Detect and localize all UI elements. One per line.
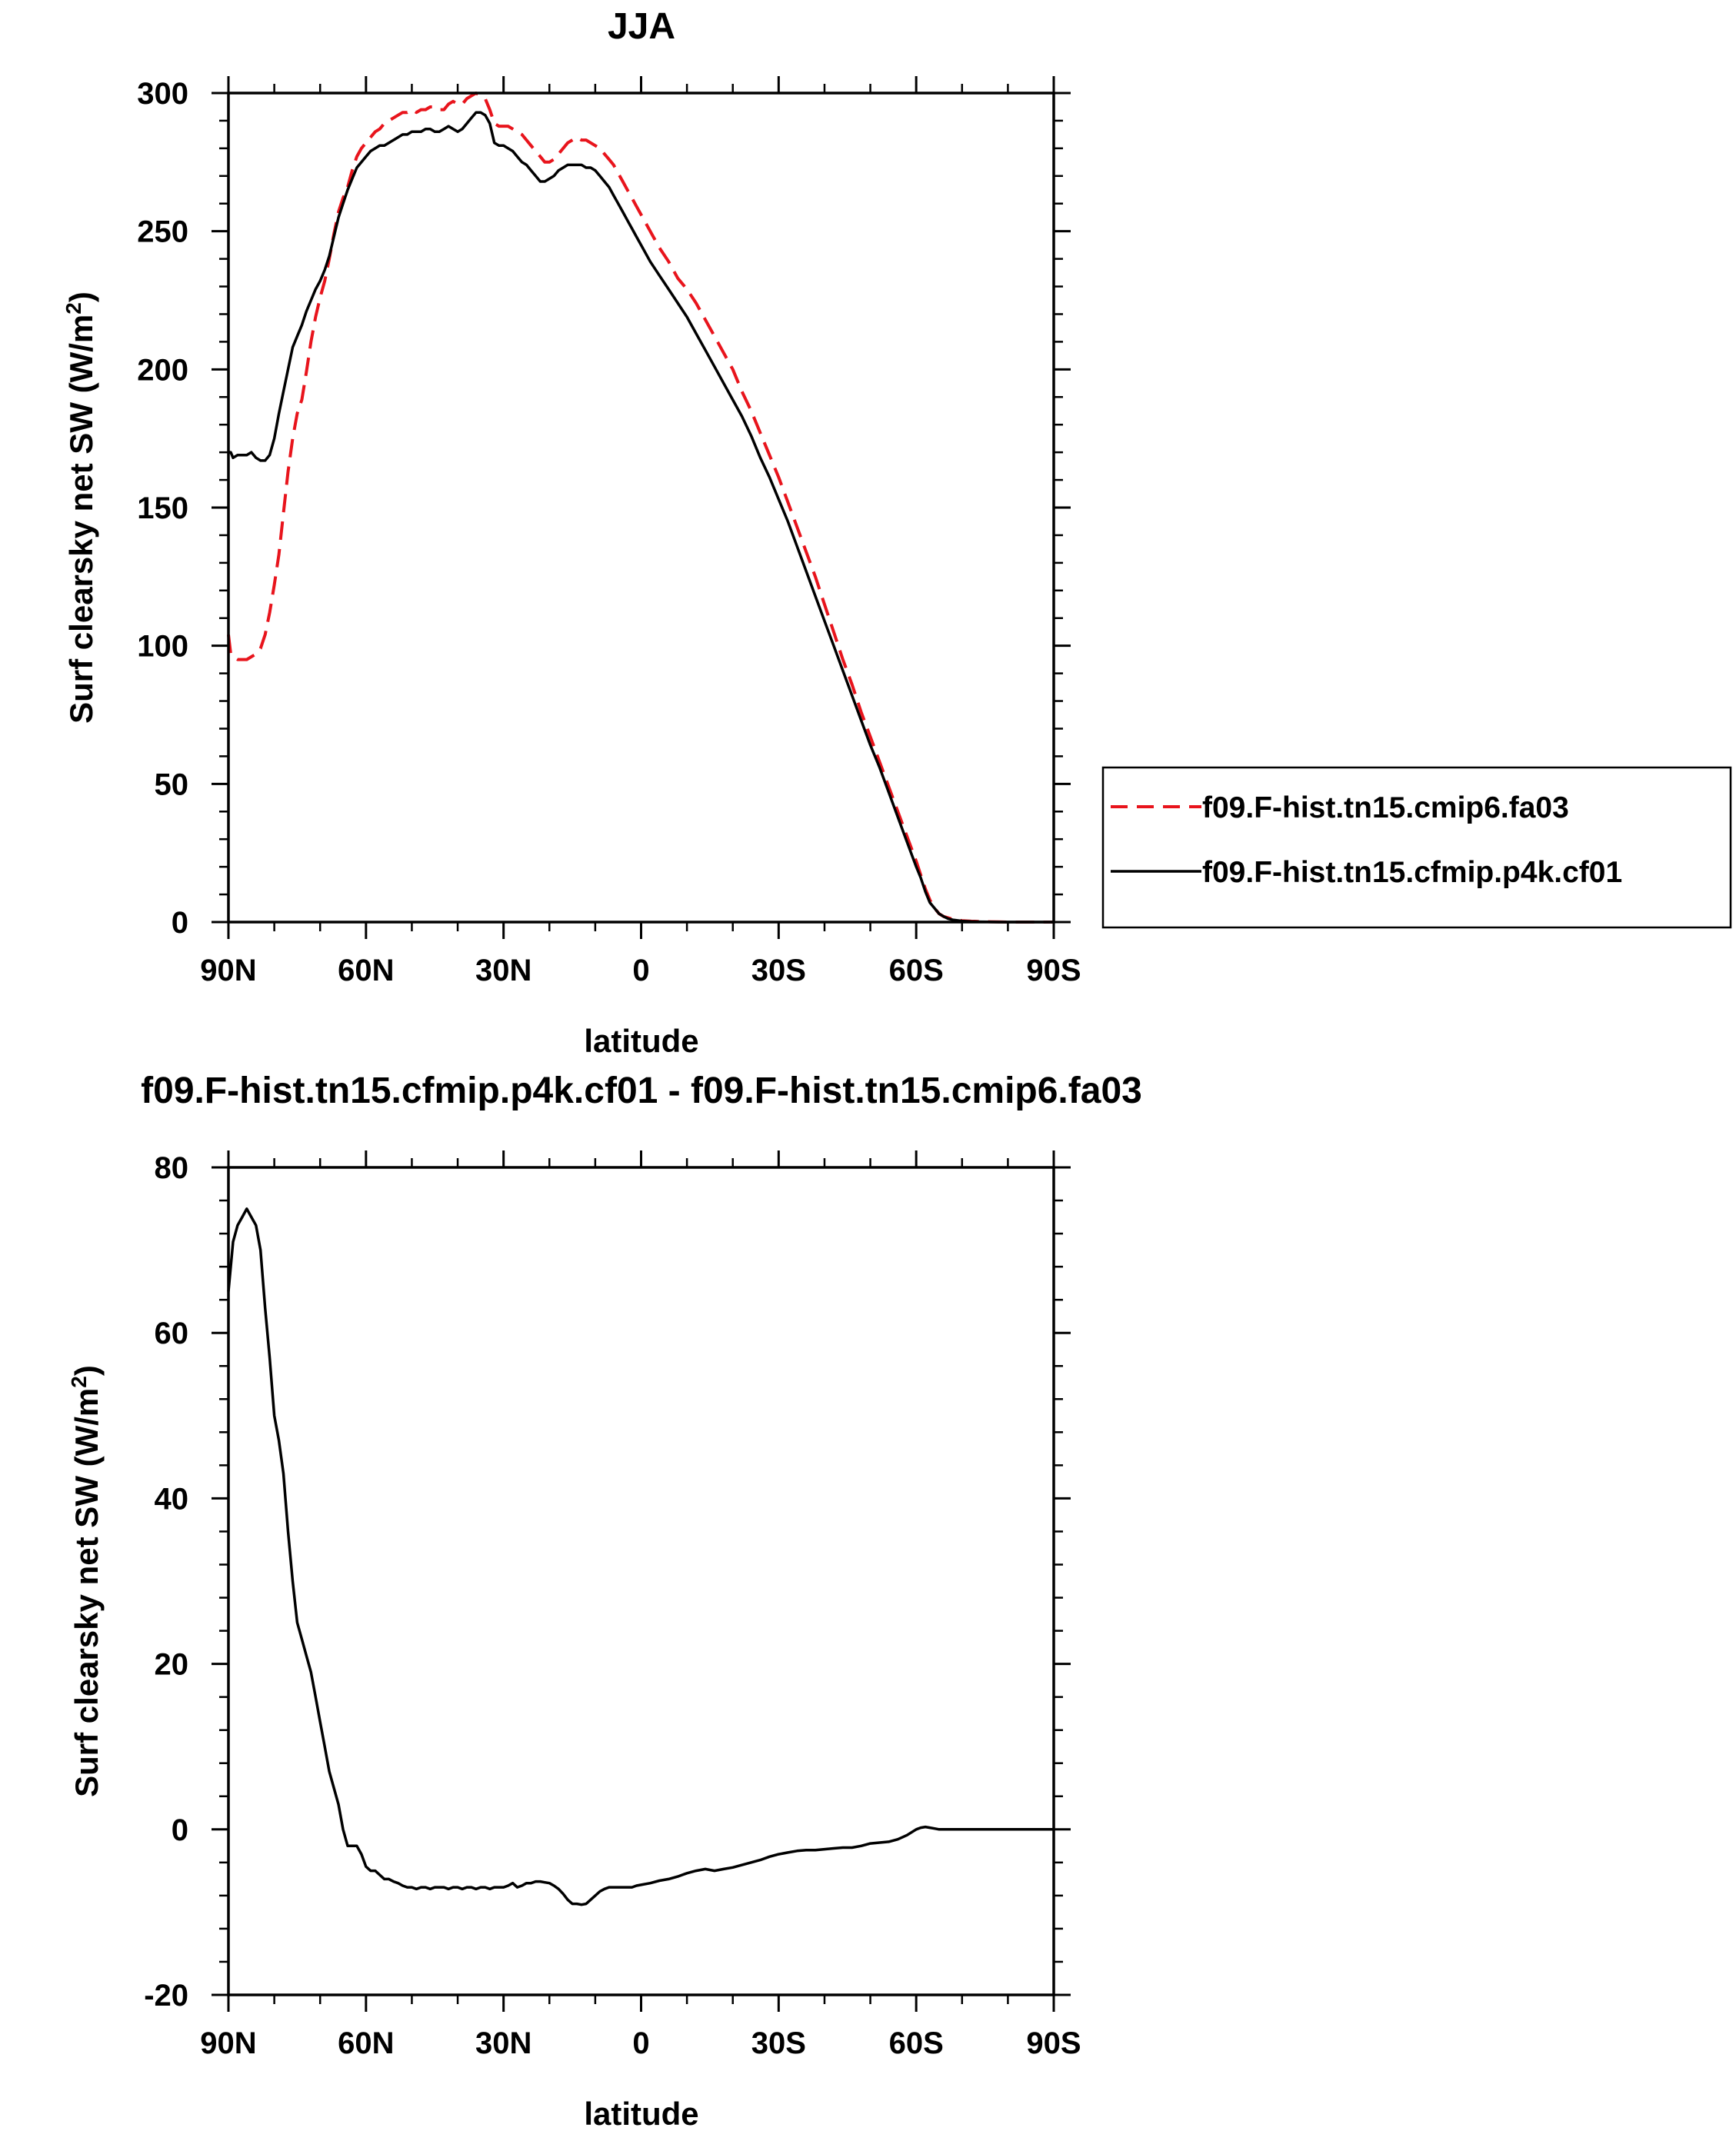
- bottom-x-tick-label: 60S: [889, 2026, 944, 2060]
- top-x-tick-label: 0: [632, 954, 649, 987]
- top-plot: JJA 90N 60N 30N 0 30S 60S 90S 0 50 100 150 200 250 30…: [62, 6, 1732, 1059]
- top-y-tick-label: 200: [137, 353, 188, 387]
- bottom-x-axis-label: latitude: [584, 2096, 698, 2131]
- bottom-y-tick-label: -20: [144, 1979, 188, 2013]
- top-x-tick-label: 30N: [475, 954, 531, 987]
- bottom-series-lines: [227, 1207, 1054, 1906]
- legend-box: [1101, 766, 1732, 929]
- top-x-axis-label: latitude: [584, 1023, 698, 1059]
- bottom-y-tick-label: 80: [155, 1151, 189, 1185]
- bottom-y-axis-label: Surf clearsky net SW (W/m2): [67, 1365, 105, 1797]
- top-y-tick-label: 150: [137, 491, 188, 525]
- bottom-plot: f09.F-hist.tn15.cfmip.p4k.cf01 - f09.F-h…: [67, 1070, 1142, 2131]
- top-chart-title: JJA: [608, 6, 675, 47]
- bottom-y-axis-unit: (W/m: [68, 1388, 105, 1467]
- top-x-tick-label: 90S: [1026, 954, 1081, 987]
- bottom-x-tick-label: 0: [632, 2026, 649, 2060]
- top-series-lines: [227, 92, 1054, 924]
- top-y-axis-label-text: Surf clearsky net SW: [63, 402, 99, 724]
- legend-label-p4k: f09.F-hist.tn15.cfmip.p4k.cf01: [1202, 856, 1622, 889]
- bottom-y-axis-label-text: Surf clearsky net SW: [68, 1476, 105, 1797]
- bottom-y-tick-label: 40: [155, 1482, 189, 1516]
- top-y-axis-label: Surf clearsky net SW (W/m2): [62, 291, 100, 724]
- top-y-axis-unit: (W/m: [63, 315, 99, 394]
- top-x-tick-label: 30S: [751, 954, 806, 987]
- bottom-series-line-solid: [227, 1207, 1054, 1906]
- bottom-plot-frame: [227, 1166, 1055, 1996]
- top-series-line-solid: [228, 111, 1054, 924]
- top-y-axis-unit-exponent: 2: [62, 302, 85, 315]
- top-y-tick-label: 250: [137, 215, 188, 249]
- bottom-y-axis-unit-exponent: 2: [67, 1376, 91, 1388]
- bottom-y-tick-label: 20: [155, 1648, 189, 1682]
- bottom-y-tick-label: 0: [172, 1813, 188, 1847]
- top-y-tick-label: 0: [172, 906, 188, 940]
- bottom-y-axis-unit-close: ): [68, 1365, 105, 1376]
- bottom-x-tick-label: 30S: [751, 2026, 806, 2060]
- top-x-tick-label: 90N: [200, 954, 256, 987]
- top-series-line-dashed: [227, 92, 1054, 924]
- top-y-tick-label: 300: [137, 77, 188, 111]
- top-y-axis-unit-close: ): [63, 291, 99, 302]
- bottom-axes: 90N 60N 30N 0 30S 60S 90S -20 0 20 40 60 80: [144, 1150, 1081, 2060]
- bottom-x-tick-label: 30N: [475, 2026, 531, 2060]
- bottom-y-tick-label: 60: [155, 1317, 189, 1350]
- legend-label-cmip6: f09.F-hist.tn15.cmip6.fa03: [1202, 791, 1569, 824]
- bottom-x-tick-label: 90S: [1026, 2026, 1081, 2060]
- legend: f09.F-hist.tn15.cmip6.fa03 f09.F-hist.tn…: [1101, 766, 1732, 929]
- top-y-tick-label: 100: [137, 630, 188, 664]
- bottom-chart-title: f09.F-hist.tn15.cfmip.p4k.cf01 - f09.F-h…: [141, 1070, 1142, 1111]
- bottom-x-tick-label: 60N: [338, 2026, 394, 2060]
- top-axes: 90N 60N 30N 0 30S 60S 90S 0 50 100 150 200 250 300: [137, 76, 1081, 987]
- top-plot-frame: [227, 92, 1055, 924]
- bottom-x-tick-label: 90N: [200, 2026, 256, 2060]
- top-y-tick-label: 50: [155, 767, 189, 801]
- top-x-tick-label: 60S: [889, 954, 944, 987]
- top-x-tick-label: 60N: [338, 954, 394, 987]
